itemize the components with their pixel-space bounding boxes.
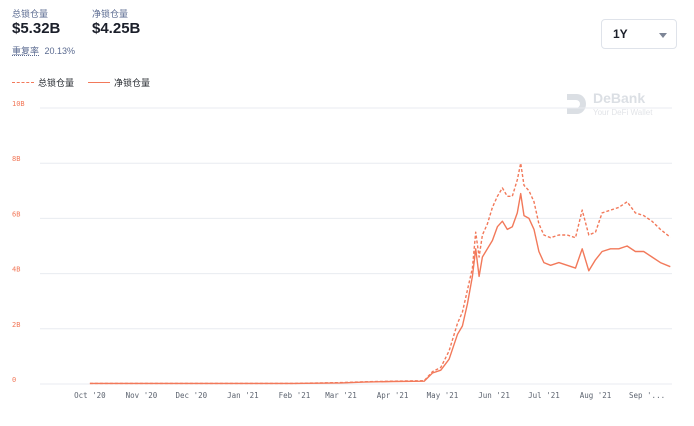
legend-label-net: 净锁仓量 bbox=[114, 78, 151, 88]
net-locked-label: 净锁仓量 bbox=[92, 9, 129, 19]
chevron-down-icon bbox=[659, 33, 667, 38]
watermark-name: DeBank bbox=[593, 90, 646, 106]
x-tick-label: Feb '21 bbox=[279, 391, 311, 400]
y-tick-label: 10B bbox=[12, 100, 25, 108]
x-tick-label: Sep '... bbox=[629, 391, 665, 400]
solid-line-swatch bbox=[88, 82, 111, 83]
duplication-ratio-label[interactable]: 重复率 bbox=[12, 46, 40, 56]
x-tick-label: Jan '21 bbox=[227, 391, 259, 400]
duplication-ratio-value: 20.13% bbox=[44, 46, 76, 56]
x-tick-label: Apr '21 bbox=[377, 391, 409, 400]
x-tick-label: Mar '21 bbox=[325, 391, 357, 400]
time-range-value: 1Y bbox=[613, 27, 628, 41]
net-locked-stat: 净锁仓量 $4.25B bbox=[92, 9, 140, 37]
series-line-net bbox=[89, 192, 671, 385]
total-locked-value: $5.32B bbox=[12, 20, 61, 37]
x-tick-label: Aug '21 bbox=[580, 391, 612, 400]
total-locked-label: 总锁仓量 bbox=[12, 9, 49, 19]
net-locked-value: $4.25B bbox=[92, 20, 141, 37]
y-tick-label: 4B bbox=[12, 266, 20, 274]
y-tick-label: 6B bbox=[12, 210, 20, 218]
x-tick-label: May '21 bbox=[427, 391, 459, 400]
total-locked-stat: 总锁仓量 $5.32B bbox=[12, 9, 60, 37]
x-tick-label: Dec '20 bbox=[176, 391, 208, 400]
y-tick-label: 0 bbox=[12, 376, 16, 384]
debank-logo-icon bbox=[567, 94, 586, 114]
x-tick-label: Jun '21 bbox=[478, 391, 510, 400]
legend-item-total[interactable]: 总锁仓量 bbox=[12, 76, 74, 89]
debank-watermark: DeBank Your DeFi Wallet bbox=[565, 90, 652, 118]
legend-label-total: 总锁仓量 bbox=[38, 78, 75, 88]
dashed-line-swatch bbox=[12, 82, 34, 83]
x-tick-label: Nov '20 bbox=[126, 391, 158, 400]
y-tick-label: 8B bbox=[12, 155, 20, 163]
time-range-select[interactable]: 1Y bbox=[601, 19, 677, 49]
watermark-tagline: Your DeFi Wallet bbox=[593, 108, 653, 117]
y-tick-label: 2B bbox=[12, 321, 20, 329]
series-line-total bbox=[89, 162, 671, 385]
x-tick-label: Jul '21 bbox=[528, 391, 560, 400]
chart-legend: 总锁仓量 净锁仓量 bbox=[12, 76, 164, 89]
legend-item-net[interactable]: 净锁仓量 bbox=[88, 76, 150, 89]
duplication-ratio: 重复率 20.13% bbox=[12, 44, 75, 57]
x-tick-label: Oct '20 bbox=[74, 391, 106, 400]
